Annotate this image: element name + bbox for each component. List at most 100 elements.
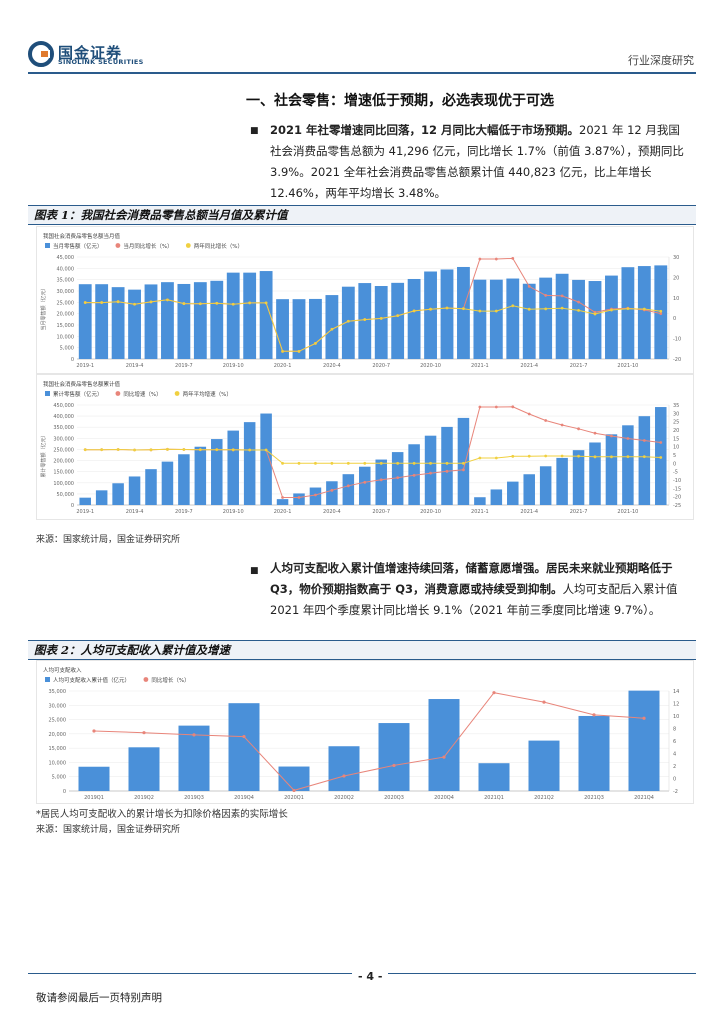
y-tick-label: 200,000 xyxy=(53,459,74,465)
x-tick-label: 2019Q1 xyxy=(84,795,104,801)
y-tick-label: 50,000 xyxy=(57,492,75,498)
x-tick-label: 2019Q2 xyxy=(134,795,154,801)
bar xyxy=(638,416,651,505)
series-point xyxy=(462,307,465,311)
series-point xyxy=(396,314,400,318)
bar xyxy=(227,430,239,505)
series-point xyxy=(314,493,317,497)
series-point xyxy=(264,448,268,452)
bar xyxy=(226,272,240,359)
series-line xyxy=(93,692,645,791)
series-point xyxy=(363,480,367,484)
bar xyxy=(528,740,560,791)
legend-label: 同比增长（%） xyxy=(151,676,189,684)
series-point xyxy=(346,319,350,323)
y2-tick-label: 5 xyxy=(673,453,676,459)
legend-swatch xyxy=(174,391,180,396)
series-point xyxy=(478,257,482,261)
bar xyxy=(622,425,634,505)
series-point xyxy=(527,412,531,416)
series-point xyxy=(626,437,630,440)
bar xyxy=(490,489,503,505)
series-point xyxy=(429,461,432,465)
series-point xyxy=(642,455,646,459)
bullet-icon: ■ xyxy=(250,566,259,576)
y-tick-label: 25,000 xyxy=(49,718,67,724)
paragraph-retail-lead: 2021 年社零增速同比回落，12 月同比大幅低于市场预期。 xyxy=(270,123,580,137)
series-point xyxy=(659,312,663,316)
series-point xyxy=(642,307,646,311)
bar xyxy=(78,284,92,359)
figure-2-note: *居民人均可支配收入的累计增长为扣除价格因素的实际增长 xyxy=(36,809,288,820)
bar xyxy=(605,434,618,505)
x-tick-label: 2019-4 xyxy=(126,363,144,369)
bar xyxy=(407,278,421,359)
series-point xyxy=(429,471,432,475)
y2-tick-label: 8 xyxy=(673,727,676,733)
series-point xyxy=(392,763,396,768)
legend-label: 两年平均增速（%） xyxy=(183,390,232,398)
logo-text-en: SINOLINK SECURITIES xyxy=(58,58,144,66)
y-axis-label: 当月零售额（亿元） xyxy=(40,285,47,330)
series-point xyxy=(445,469,449,473)
bar xyxy=(243,422,256,505)
legend-swatch xyxy=(45,391,50,396)
series-point xyxy=(342,774,346,778)
series-point xyxy=(527,307,531,311)
bar xyxy=(428,699,460,791)
x-tick-label: 2020Q1 xyxy=(284,795,304,801)
y2-tick-label: 10 xyxy=(673,296,679,302)
series-point xyxy=(560,423,564,427)
series-point xyxy=(314,341,317,345)
y-tick-label: 150,000 xyxy=(53,470,74,476)
chart-cumulative-frame: 我国社会消费品零售总额累计值 累计零售额（亿元） 同比增速（%） 两年平均增速（%） 0… xyxy=(36,374,694,520)
series-point xyxy=(116,300,120,304)
bar xyxy=(391,282,405,359)
series-point xyxy=(142,731,146,735)
series-point xyxy=(292,788,296,793)
bar xyxy=(637,266,651,359)
x-tick-label: 2021Q1 xyxy=(484,795,504,801)
x-tick-label: 2021-4 xyxy=(520,509,538,515)
y-tick-label: 35,000 xyxy=(57,278,75,284)
report-type: 行业深度研究 xyxy=(628,54,694,67)
bar xyxy=(605,275,618,359)
y-tick-label: 30,000 xyxy=(49,703,67,709)
x-tick-label: 2019-4 xyxy=(126,509,144,515)
bar xyxy=(161,461,174,505)
x-tick-label: 2021-7 xyxy=(570,509,588,515)
series-point xyxy=(192,733,196,737)
bar xyxy=(228,703,260,791)
y-tick-label: 35,000 xyxy=(49,689,67,695)
bar xyxy=(95,284,109,359)
series-point xyxy=(100,301,104,304)
series-point xyxy=(182,302,186,305)
bar xyxy=(292,299,306,359)
bar xyxy=(276,499,289,505)
logo xyxy=(28,40,136,70)
y-tick-label: 15,000 xyxy=(57,323,75,329)
y-tick-label: 100,000 xyxy=(53,481,74,487)
bar xyxy=(473,279,487,359)
bullet-icon: ■ xyxy=(250,126,259,136)
series-point xyxy=(492,691,496,695)
y2-tick-label: 12 xyxy=(673,702,679,708)
bar xyxy=(589,442,601,505)
paragraph-retail-body: 2021 年 12 月我国社会消费品零售总额为 41,296 亿元，同比增长 1… xyxy=(270,123,684,200)
series-point xyxy=(593,312,597,316)
legend-swatch xyxy=(45,677,50,682)
x-tick-label: 2019Q3 xyxy=(184,795,204,801)
legend-swatch xyxy=(115,391,121,396)
series-point xyxy=(494,405,498,409)
x-tick-label: 2019Q4 xyxy=(234,795,254,801)
series-point xyxy=(494,257,498,261)
legend-label: 当月同比增长（%） xyxy=(123,242,172,250)
series-point xyxy=(363,461,367,465)
series-point xyxy=(281,461,284,465)
bar xyxy=(358,283,372,359)
series-point xyxy=(116,448,120,451)
sinolink-logo-icon xyxy=(28,41,54,67)
series-point xyxy=(560,306,564,310)
bar xyxy=(506,278,520,359)
y-tick-label: 0 xyxy=(63,789,66,795)
